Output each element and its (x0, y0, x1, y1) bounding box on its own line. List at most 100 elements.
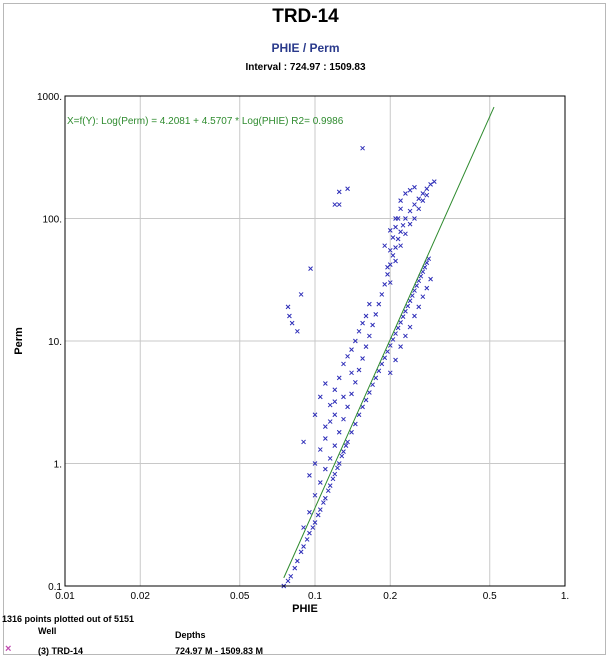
data-point (332, 202, 338, 207)
data-point (385, 271, 390, 277)
points-plotted-text: 1316 points plotted out of 5151 (2, 614, 135, 624)
data-point (322, 495, 328, 501)
y-tick-label: 0.1 (48, 582, 62, 593)
data-point (301, 525, 306, 530)
x-tick-label: 0.2 (383, 591, 397, 602)
data-point (387, 370, 393, 376)
data-point (341, 449, 346, 454)
data-point (304, 537, 310, 542)
data-point (339, 453, 345, 459)
data-point (345, 439, 350, 445)
data-point (407, 324, 413, 330)
data-point (405, 303, 411, 309)
y-tick-label: 10. (48, 337, 62, 348)
data-point (412, 216, 417, 221)
data-point (322, 436, 328, 441)
data-point (298, 549, 304, 555)
data-point (398, 344, 403, 349)
data-point (398, 243, 403, 249)
data-point (336, 189, 342, 195)
data-point (327, 456, 333, 461)
data-point (400, 314, 406, 320)
data-point (416, 196, 422, 202)
legend-depth-range: 724.97 M - 1509.83 M (175, 646, 264, 656)
data-point (420, 198, 426, 203)
data-point (287, 313, 292, 319)
data-point (424, 285, 430, 291)
data-point (322, 381, 328, 386)
x-tick-label: 1. (561, 591, 569, 602)
data-point (315, 512, 321, 518)
data-point (370, 322, 375, 328)
data-point (295, 328, 300, 334)
data-point (407, 208, 413, 214)
data-point (390, 337, 396, 342)
data-point (349, 370, 354, 376)
data-point (412, 313, 417, 319)
data-point (312, 461, 318, 466)
data-point (376, 301, 382, 307)
data-point (379, 361, 385, 367)
data-point (385, 264, 390, 270)
data-point (356, 328, 362, 334)
data-point (332, 412, 338, 418)
data-point (367, 333, 372, 339)
data-point (398, 206, 403, 212)
data-point (407, 221, 413, 227)
data-point (393, 331, 398, 336)
data-point (403, 191, 408, 196)
data-point (428, 276, 433, 282)
data-point (360, 320, 365, 326)
data-point (395, 325, 401, 331)
data-point (349, 429, 354, 435)
data-point (424, 186, 430, 192)
data-point (325, 488, 331, 494)
y-tick-labels: 0.1 1. 10. 100. 1000. (37, 92, 62, 593)
data-point (336, 429, 342, 435)
data-point (301, 544, 306, 549)
data-point (382, 282, 388, 287)
data-point (327, 483, 333, 488)
data-point (295, 558, 300, 564)
data-point (403, 308, 408, 314)
data-point (416, 206, 422, 212)
data-point (393, 258, 398, 264)
data-point (341, 361, 346, 367)
data-point (385, 349, 390, 354)
data-point (332, 443, 338, 448)
data-point (312, 412, 318, 418)
data-point (403, 216, 408, 221)
data-point (356, 367, 362, 373)
regression-line (283, 106, 495, 579)
data-point (301, 439, 306, 445)
data-point (424, 192, 430, 198)
data-point (407, 298, 413, 304)
data-point (395, 236, 401, 242)
data-point (341, 416, 346, 422)
data-point (317, 480, 323, 485)
data-point (400, 222, 406, 228)
data-point (322, 466, 328, 472)
data-point (360, 356, 365, 361)
data-point (332, 399, 338, 404)
data-point (363, 344, 369, 349)
data-point (398, 229, 403, 235)
interval-label: Interval : 724.97 : 1509.83 (245, 62, 366, 73)
data-point (310, 525, 316, 530)
x-tick-label: 0.5 (483, 591, 497, 602)
data-point (352, 421, 358, 427)
data-point (379, 292, 385, 297)
regression-equation: X=f(Y): Log(Perm) = 4.2081 + 4.5707 * Lo… (67, 116, 344, 127)
data-point (398, 319, 403, 325)
data-point (307, 530, 312, 536)
data-point (285, 578, 291, 584)
data-point (289, 320, 295, 326)
well-column-header: Well (38, 626, 57, 636)
data-point (327, 402, 333, 408)
data-point (431, 179, 437, 184)
data-point (420, 191, 426, 196)
data-point (420, 294, 426, 300)
x-tick-label: 0.05 (230, 591, 250, 602)
data-point (373, 312, 379, 317)
